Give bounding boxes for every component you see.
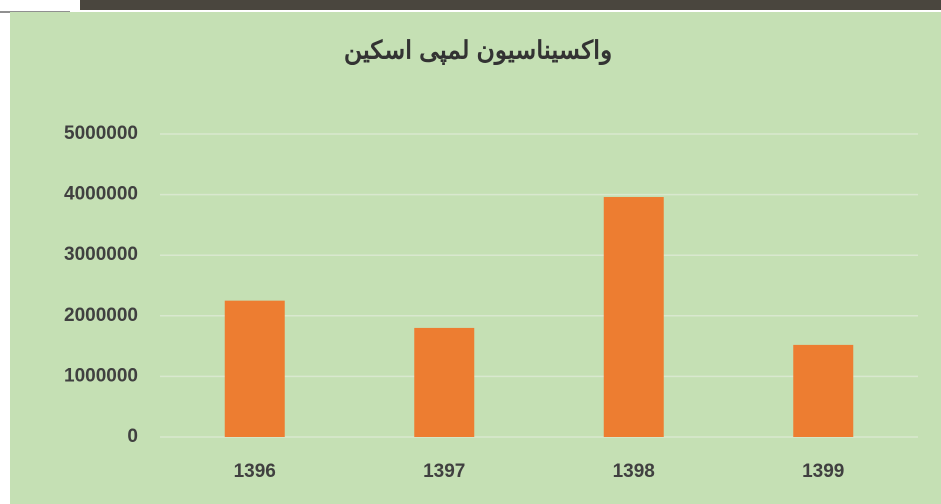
y-tick-label: 2000000 <box>64 305 138 326</box>
y-tick-label: 5000000 <box>64 123 138 144</box>
chart-title: واکسیناسیون لمپی اسکین <box>344 37 612 66</box>
y-tick-label: 1000000 <box>64 365 138 386</box>
bar <box>414 328 474 437</box>
bar <box>793 345 853 437</box>
x-tick-label: 1399 <box>802 461 844 482</box>
page: واکسیناسیون لمپی اسکین 0 1000000 2000000 30… <box>0 0 941 504</box>
x-tick-label: 1397 <box>423 461 465 482</box>
chart: واکسیناسیون لمپی اسکین 0 1000000 2000000 30… <box>0 0 941 504</box>
y-tick-label: 4000000 <box>64 184 138 205</box>
bar <box>225 301 285 437</box>
y-tick-label: 3000000 <box>64 244 138 265</box>
bar <box>604 197 664 437</box>
y-tick-label: 0 <box>127 426 138 447</box>
x-tick-label: 1396 <box>234 461 276 482</box>
x-tick-label: 1398 <box>613 461 655 482</box>
photo-strip <box>80 0 941 10</box>
